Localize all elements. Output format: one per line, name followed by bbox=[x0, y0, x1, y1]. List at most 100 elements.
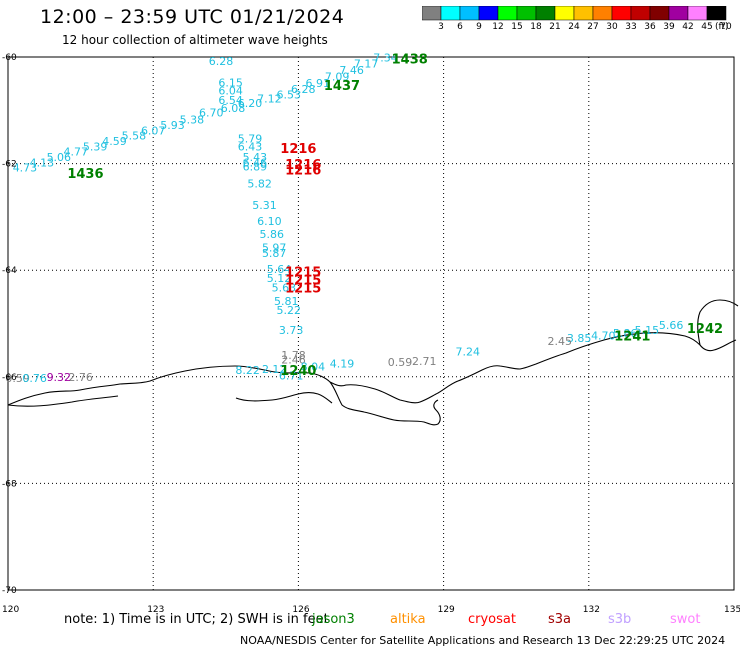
wave-height-label: 5.22 bbox=[276, 304, 301, 317]
wave-height-label: 2.45 bbox=[548, 335, 573, 348]
wave-height-label: 5.43 bbox=[243, 151, 268, 164]
coastline-main bbox=[7, 332, 737, 406]
longitude-label: 129 bbox=[438, 605, 455, 615]
latitude-label: -62 bbox=[2, 160, 17, 170]
satellite-s3b: s3b bbox=[608, 612, 632, 627]
colorbar-label: 18 bbox=[530, 22, 542, 32]
wave-height-label: 6.15 bbox=[218, 76, 243, 89]
pass-time-label: 1436 bbox=[67, 167, 103, 182]
map-title: 12:00 – 23:59 UTC 01/21/2024 bbox=[40, 6, 345, 28]
wave-height-label: 7.09 bbox=[325, 70, 350, 83]
longitude-label: 126 bbox=[292, 605, 309, 615]
wave-height-label: 5.93 bbox=[160, 119, 185, 132]
longitude-label: 123 bbox=[147, 605, 164, 615]
colorbar-swatches bbox=[421, 5, 727, 21]
wave-height-label: 8.04 bbox=[301, 360, 326, 373]
colorbar-label: 21 bbox=[549, 22, 561, 32]
latitude-label: -66 bbox=[2, 373, 17, 383]
wave-height-label: 5.79 bbox=[238, 132, 263, 145]
pass-time-label: 1216 bbox=[280, 142, 316, 157]
wave-height-label: 5.87 bbox=[262, 247, 287, 260]
wave-height-label: 4.73 bbox=[13, 162, 38, 175]
map-subtitle: 12 hour collection of altimeter wave hei… bbox=[62, 33, 328, 47]
wave-height-label: 1.78 bbox=[281, 349, 306, 362]
wave-height-label: 6.43 bbox=[238, 140, 263, 153]
satellite-legend: jason3 altika cryosat s3a s3b swot bbox=[0, 612, 740, 630]
wave-height-label: 3.73 bbox=[279, 324, 304, 337]
axis-labels: -60 -62 -64 -66 -68 -70 120 123 126 129 132 135 bbox=[2, 53, 740, 615]
colorbar-label: 3 bbox=[438, 22, 444, 32]
colorbar-label: 12 bbox=[492, 22, 504, 32]
coastline-inlet bbox=[235, 391, 333, 404]
wave-height-label: 4.70 bbox=[591, 329, 616, 342]
wave-height-label: 4.77 bbox=[64, 146, 89, 159]
colorbar-label: 9 bbox=[476, 22, 482, 32]
map-frame bbox=[7, 56, 735, 591]
wave-height-label: 5.39 bbox=[83, 140, 108, 153]
wave-height-label: 5.58 bbox=[122, 130, 147, 143]
pass-time-label: 1437 bbox=[324, 79, 360, 94]
wave-height-label: 5.66 bbox=[659, 319, 684, 332]
wave-height-label: 6.04 bbox=[218, 84, 243, 97]
wave-height-label: 2.12 bbox=[262, 363, 287, 376]
wave-height-label: 5.63 bbox=[272, 282, 297, 295]
pass-time-label: 1216 bbox=[285, 163, 321, 178]
pass-time-label: 1241 bbox=[614, 330, 650, 345]
satellite-cryosat: cryosat bbox=[468, 612, 516, 627]
wave-height-labels: 6.286.156.047.126.536.286.917.097.467.17… bbox=[5, 51, 683, 385]
wave-height-label: 6.53 bbox=[276, 89, 301, 102]
pass-time-label: 1240 bbox=[280, 364, 316, 379]
wave-height-label: 6.08 bbox=[221, 102, 246, 115]
wave-height-label: 5.38 bbox=[180, 114, 205, 127]
wave-height-label: 9.32 bbox=[47, 371, 72, 384]
pass-time-label: 1215 bbox=[285, 274, 321, 289]
wave-height-colorbar bbox=[421, 5, 728, 30]
satellite-s3a: s3a bbox=[548, 612, 572, 627]
pass-time-labels: 1438143714361216121612161215121512151240… bbox=[67, 52, 723, 379]
wave-height-label: 0.76 bbox=[22, 372, 47, 385]
longitude-label: 132 bbox=[583, 605, 600, 615]
wave-height-label: 6.28 bbox=[291, 83, 316, 96]
wave-height-label: 6.70 bbox=[199, 107, 224, 120]
colorbar-swatch bbox=[706, 5, 727, 21]
credit-line: NOAA/NESDIS Center for Satellite Applica… bbox=[240, 634, 726, 647]
colorbar-label: 33 bbox=[625, 22, 637, 32]
colorbar-label: 42 bbox=[682, 22, 694, 32]
wave-height-label: 6.91 bbox=[306, 77, 331, 90]
wave-height-label: 6.89 bbox=[243, 161, 268, 174]
pass-time-label: 1438 bbox=[392, 52, 428, 67]
pass-time-label: 1215 bbox=[285, 266, 321, 281]
longitude-label: 120 bbox=[2, 605, 19, 615]
map-grid bbox=[7, 56, 735, 591]
wave-height-label: 6.46 bbox=[243, 156, 268, 169]
wave-height-label: 5.64 bbox=[267, 263, 292, 276]
wave-height-label: 6.10 bbox=[257, 215, 282, 228]
footer-note: note: 1) Time is in UTC; 2) SWH is in fe… bbox=[64, 612, 329, 627]
colorbar-label: 36 bbox=[644, 22, 656, 32]
colorbar-label: 30 bbox=[606, 22, 618, 32]
satellite-jason3: jason3 bbox=[312, 612, 355, 627]
colorbar-label: 39 bbox=[663, 22, 675, 32]
wave-height-label: 5.15 bbox=[635, 324, 660, 337]
wave-height-label: 6.07 bbox=[141, 124, 166, 137]
wave-height-label: 4.59 bbox=[102, 135, 127, 148]
wave-height-label: 0.59 bbox=[5, 372, 30, 385]
wave-height-label: 7.17 bbox=[354, 58, 379, 71]
wave-height-label: 5.86 bbox=[260, 228, 285, 241]
coastline-west bbox=[7, 395, 119, 407]
wave-height-label: 5.06 bbox=[47, 151, 72, 164]
wave-height-label: 5.97 bbox=[262, 242, 287, 255]
wave-height-label: 6.71 bbox=[279, 369, 304, 382]
wave-height-label: 7.12 bbox=[257, 92, 282, 105]
satellite-altika: altika bbox=[390, 612, 426, 627]
wave-height-label: 5.82 bbox=[247, 178, 272, 191]
coastline-east-cape bbox=[697, 299, 739, 346]
wave-height-label: 3.85 bbox=[567, 332, 592, 345]
colorbar-label: 15 bbox=[511, 22, 523, 32]
colorbar-label: 24 bbox=[568, 22, 580, 32]
colorbar-label: 6 bbox=[457, 22, 463, 32]
wave-height-label: 2.76 bbox=[68, 371, 93, 384]
wave-height-label: 5.81 bbox=[274, 295, 299, 308]
wave-height-label: 5.12 bbox=[267, 272, 292, 285]
